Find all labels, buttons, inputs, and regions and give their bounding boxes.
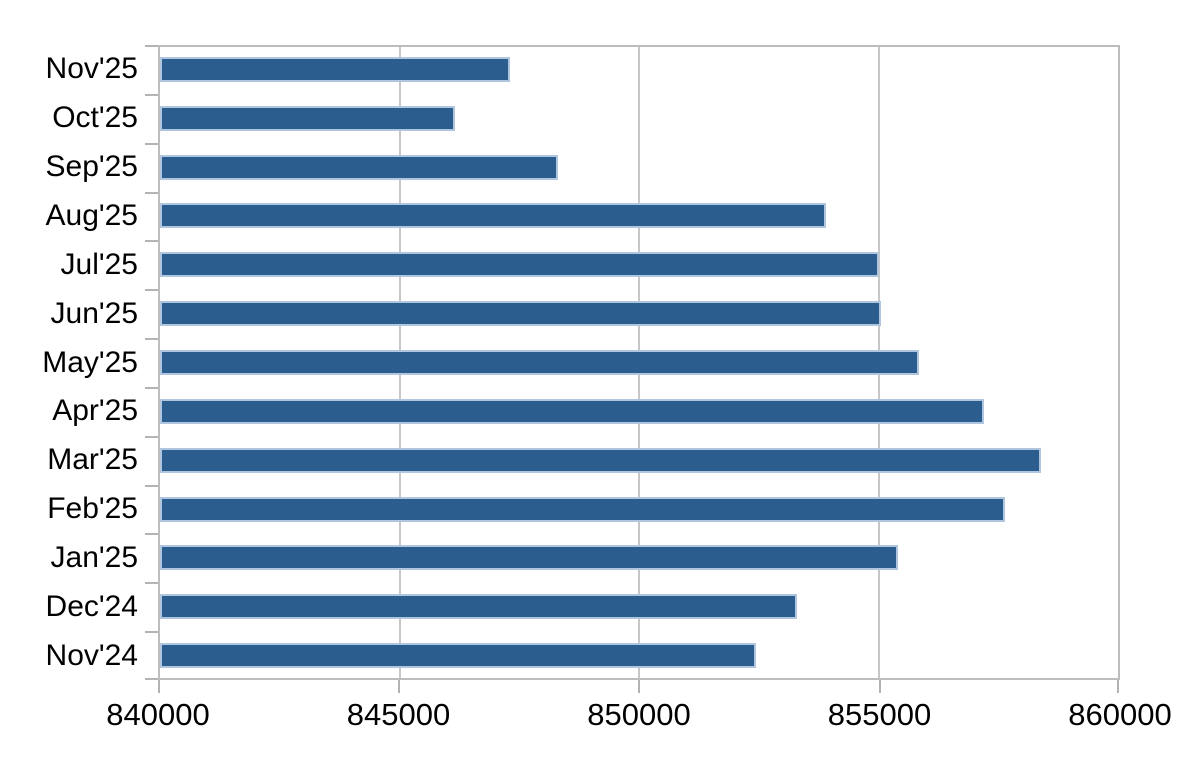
y-tick-mark (145, 484, 158, 487)
y-tick-mark (145, 338, 158, 341)
x-label-850000: 850000 (587, 697, 691, 732)
bar-nov25 (160, 56, 510, 82)
y-label-jan25: Jan'25 (50, 540, 138, 574)
plot-area (158, 45, 1120, 680)
x-tick-mark (397, 680, 400, 693)
y-tick-mark (145, 93, 158, 96)
y-label-nov24: Nov'24 (45, 638, 138, 672)
y-tick-mark (145, 191, 158, 194)
y-tick-mark (145, 142, 158, 145)
y-tick-mark (145, 678, 158, 680)
x-tick-mark (158, 680, 160, 693)
y-label-jul25: Jul'25 (60, 247, 138, 281)
y-tick-mark (145, 386, 158, 389)
y-tick-mark (145, 45, 158, 47)
bar-jan25 (160, 545, 898, 571)
x-label-840000: 840000 (106, 697, 210, 732)
y-label-aug25: Aug'25 (45, 198, 138, 232)
bar-aug25 (160, 203, 826, 229)
bar-nov24 (160, 643, 757, 669)
bar-mar25 (160, 447, 1042, 473)
x-tick-mark (1117, 680, 1119, 693)
y-label-feb25: Feb'25 (47, 492, 138, 526)
bar-jul25 (160, 252, 879, 278)
y-label-dec24: Dec'24 (45, 589, 138, 623)
y-label-jun25: Jun'25 (50, 296, 138, 330)
y-label-oct25: Oct'25 (52, 101, 138, 135)
bar-dec24 (160, 594, 798, 620)
bar-may25 (160, 350, 920, 375)
bar-apr25 (160, 398, 984, 424)
x-label-860000: 860000 (1068, 697, 1172, 732)
bar-sep25 (160, 154, 558, 180)
bar-jun25 (160, 301, 881, 327)
bar-feb25 (160, 496, 1006, 522)
bar-oct25 (160, 105, 455, 131)
y-label-sep25: Sep'25 (45, 150, 138, 184)
y-tick-mark (145, 289, 158, 292)
y-label-mar25: Mar'25 (47, 443, 138, 477)
y-tick-mark (145, 435, 158, 438)
y-label-may25: May'25 (42, 345, 138, 379)
y-label-apr25: Apr'25 (52, 394, 138, 428)
y-tick-mark (145, 631, 158, 634)
y-tick-mark (145, 533, 158, 536)
y-tick-mark (145, 240, 158, 243)
y-tick-mark (145, 582, 158, 585)
x-tick-mark (878, 680, 881, 693)
y-label-nov25: Nov'25 (45, 52, 138, 86)
x-label-845000: 845000 (346, 697, 451, 732)
x-label-855000: 855000 (827, 697, 932, 732)
x-tick-mark (638, 680, 640, 693)
